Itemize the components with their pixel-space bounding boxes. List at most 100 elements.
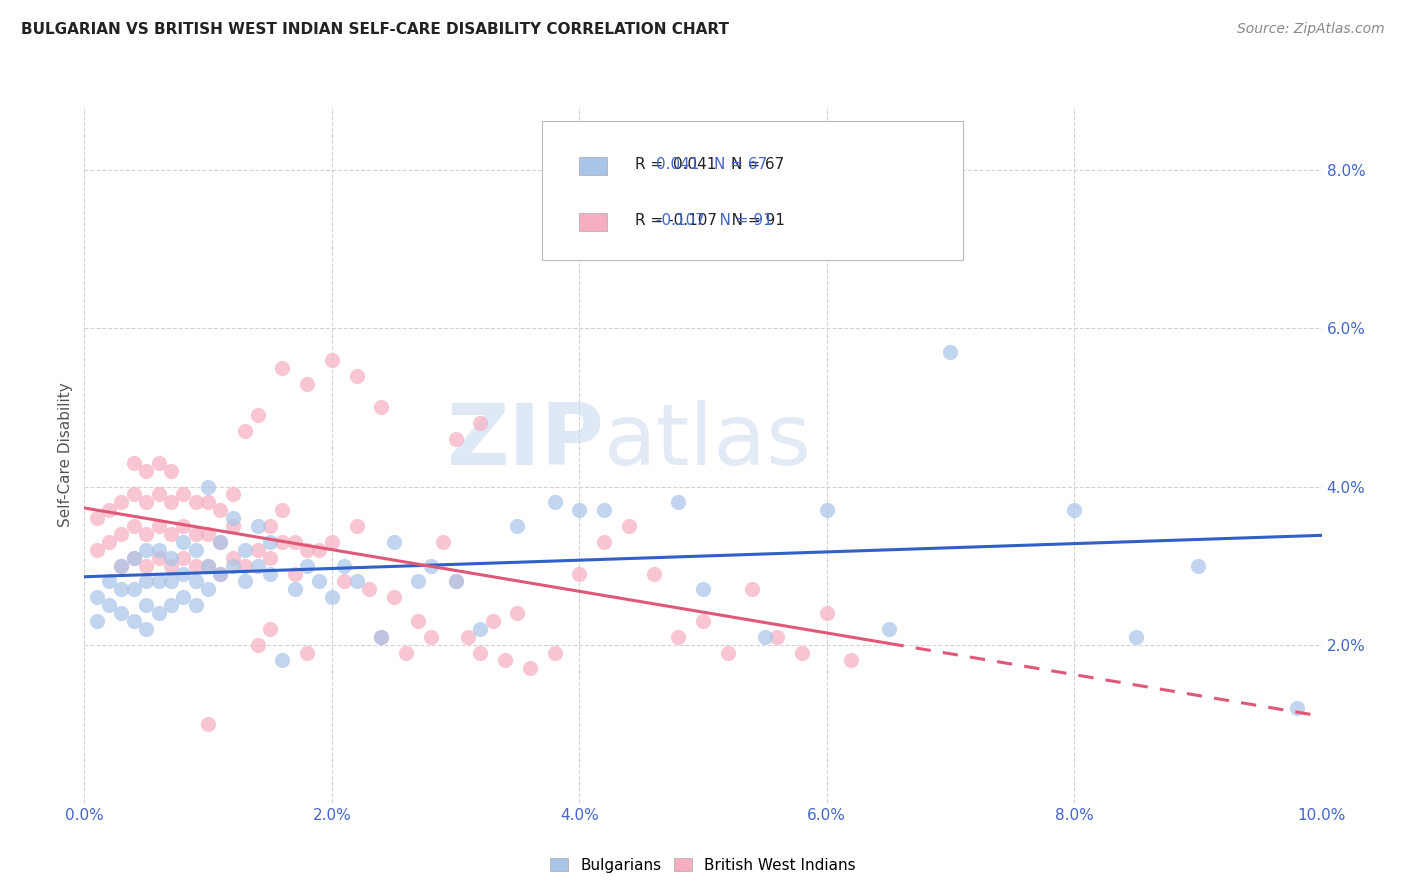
Point xyxy=(346,574,368,589)
Point xyxy=(766,630,789,644)
Point xyxy=(197,716,219,731)
Point xyxy=(815,606,838,620)
Point xyxy=(148,519,170,533)
Point xyxy=(122,519,145,533)
Point xyxy=(122,582,145,597)
Point xyxy=(233,424,256,438)
Point xyxy=(172,566,194,581)
Point xyxy=(172,519,194,533)
Point xyxy=(295,558,318,573)
Point xyxy=(197,558,219,573)
FancyBboxPatch shape xyxy=(543,121,963,260)
Point xyxy=(222,550,245,565)
Point xyxy=(259,534,281,549)
Point xyxy=(408,614,430,628)
Point xyxy=(148,542,170,557)
Point xyxy=(295,542,318,557)
Y-axis label: Self-Care Disability: Self-Care Disability xyxy=(58,383,73,527)
Point xyxy=(135,495,157,509)
Point xyxy=(470,417,492,431)
Point xyxy=(209,566,232,581)
Point xyxy=(160,495,183,509)
Point xyxy=(259,622,281,636)
Point xyxy=(160,550,183,565)
Point xyxy=(370,630,392,644)
Point xyxy=(184,598,207,612)
Point xyxy=(122,550,145,565)
Point xyxy=(939,345,962,359)
Point xyxy=(86,542,108,557)
Point xyxy=(197,582,219,597)
Point xyxy=(209,534,232,549)
Point xyxy=(271,503,294,517)
Point xyxy=(346,368,368,383)
Point xyxy=(284,566,307,581)
Point xyxy=(370,630,392,644)
Point xyxy=(246,638,269,652)
Point xyxy=(197,558,219,573)
Point xyxy=(184,558,207,573)
Point xyxy=(246,558,269,573)
Point xyxy=(1285,701,1308,715)
Point xyxy=(160,574,183,589)
Point xyxy=(222,511,245,525)
Point xyxy=(86,591,108,605)
Point xyxy=(382,534,405,549)
Point xyxy=(395,646,418,660)
Point xyxy=(308,542,330,557)
Point xyxy=(790,646,813,660)
Text: -0.107   N = 91: -0.107 N = 91 xyxy=(657,213,773,228)
Point xyxy=(370,401,392,415)
Point xyxy=(815,503,838,517)
Point xyxy=(222,487,245,501)
Point xyxy=(197,495,219,509)
Point xyxy=(135,598,157,612)
Point xyxy=(271,534,294,549)
Point xyxy=(110,558,132,573)
Point xyxy=(246,542,269,557)
Point xyxy=(160,527,183,541)
Text: 0.041   N = 67: 0.041 N = 67 xyxy=(657,157,768,172)
Point xyxy=(110,495,132,509)
Point xyxy=(308,574,330,589)
Point xyxy=(568,503,591,517)
Point xyxy=(321,534,343,549)
Point xyxy=(877,622,900,636)
Point xyxy=(593,534,616,549)
Point xyxy=(1125,630,1147,644)
Text: R =  0.041   N = 67: R = 0.041 N = 67 xyxy=(636,157,785,172)
Point xyxy=(135,622,157,636)
Point xyxy=(184,574,207,589)
Point xyxy=(295,646,318,660)
Point xyxy=(506,606,529,620)
Point xyxy=(617,519,640,533)
Point xyxy=(233,574,256,589)
Point xyxy=(333,558,356,573)
Point xyxy=(209,534,232,549)
Point xyxy=(419,558,441,573)
Point xyxy=(246,519,269,533)
Point xyxy=(172,591,194,605)
Point xyxy=(148,456,170,470)
Point xyxy=(666,630,689,644)
Point xyxy=(741,582,763,597)
Point xyxy=(110,527,132,541)
Point xyxy=(222,558,245,573)
Text: R = -0.107   N = 91: R = -0.107 N = 91 xyxy=(636,213,785,228)
Point xyxy=(295,376,318,391)
Point xyxy=(135,527,157,541)
Point xyxy=(481,614,503,628)
Point xyxy=(209,566,232,581)
Point xyxy=(184,527,207,541)
Point xyxy=(519,661,541,675)
Point xyxy=(110,558,132,573)
Point xyxy=(160,598,183,612)
Point xyxy=(98,503,121,517)
Point xyxy=(148,487,170,501)
Point xyxy=(86,614,108,628)
Point xyxy=(382,591,405,605)
Point xyxy=(333,574,356,589)
Point xyxy=(160,558,183,573)
Point xyxy=(148,550,170,565)
Point xyxy=(543,495,565,509)
